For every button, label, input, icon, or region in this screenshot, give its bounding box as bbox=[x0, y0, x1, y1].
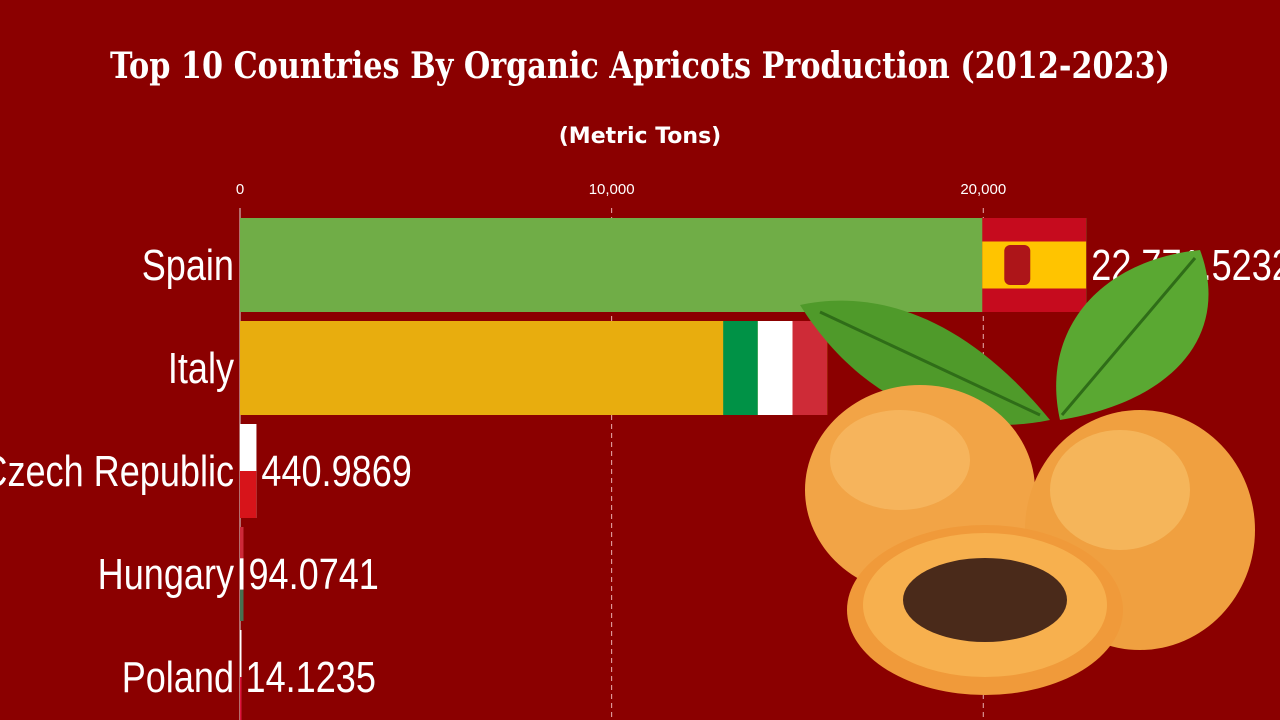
flag-group bbox=[723, 321, 828, 415]
flag bbox=[240, 589, 244, 621]
flag-group bbox=[240, 527, 244, 621]
value-label: 94.0741 bbox=[248, 550, 378, 599]
flag bbox=[240, 471, 257, 518]
value-label: 14.1235 bbox=[246, 653, 376, 702]
x-tick-label: 0 bbox=[236, 181, 244, 198]
plot: 010,00020,000Spain22,771.5232ItalyCzech … bbox=[0, 181, 1280, 720]
x-tick-label: 10,000 bbox=[589, 181, 635, 198]
x-tick-label: 20,000 bbox=[960, 181, 1006, 198]
apricot-pit bbox=[903, 558, 1067, 642]
flag bbox=[240, 630, 242, 677]
flag bbox=[723, 321, 758, 415]
apricot-illustration bbox=[800, 250, 1255, 695]
y-tick-label: Hungary bbox=[98, 550, 235, 599]
flag bbox=[240, 527, 244, 559]
y-tick-label: Spain bbox=[142, 241, 234, 290]
flag bbox=[1004, 245, 1031, 285]
flag bbox=[792, 321, 828, 415]
y-tick-label: Poland bbox=[122, 653, 234, 702]
flag-group bbox=[982, 218, 1087, 312]
flag bbox=[240, 558, 244, 590]
chart-subtitle: (Metric Tons) bbox=[559, 124, 722, 149]
flag-group bbox=[240, 424, 257, 518]
flag bbox=[240, 424, 257, 471]
flag bbox=[240, 677, 242, 720]
flag-group bbox=[240, 630, 242, 720]
flag bbox=[982, 241, 1087, 289]
leaf-vein bbox=[819, 257, 1197, 417]
highlight bbox=[1050, 430, 1190, 550]
highlight bbox=[830, 410, 970, 510]
y-tick-label: Czech Republic bbox=[0, 447, 234, 496]
flag bbox=[757, 321, 793, 415]
y-tick-label: Italy bbox=[168, 344, 235, 393]
value-label: 440.9869 bbox=[261, 447, 411, 496]
bar bbox=[240, 218, 1087, 312]
chart-title: Top 10 Countries By Organic Apricots Pro… bbox=[110, 45, 1170, 87]
